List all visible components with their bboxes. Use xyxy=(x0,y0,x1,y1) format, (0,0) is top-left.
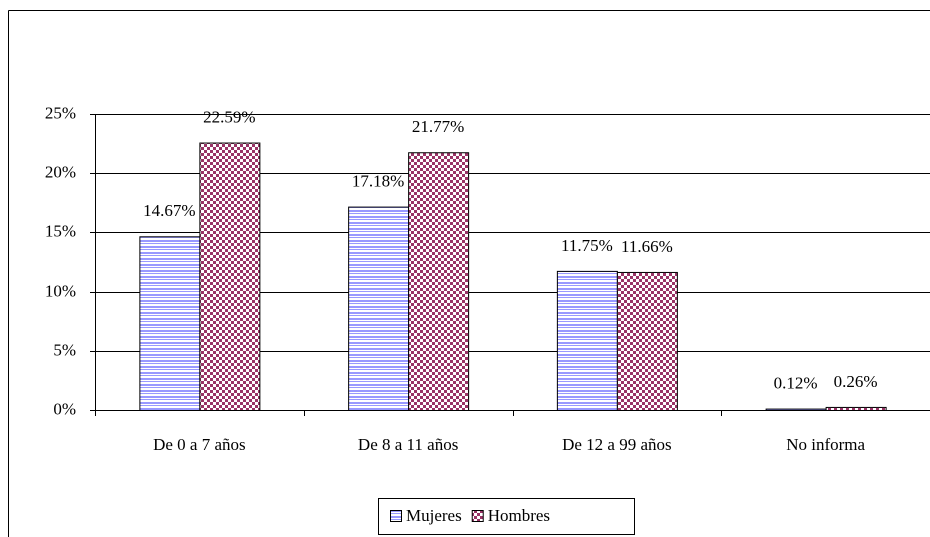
data-label: 0.12% xyxy=(774,373,818,392)
bar xyxy=(408,152,470,411)
data-label: 17.18% xyxy=(352,171,404,190)
bar xyxy=(765,408,827,411)
x-tick-label: De 0 a 7 años xyxy=(153,435,246,454)
y-tick-label: 20% xyxy=(45,162,76,181)
legend-label: Mujeres xyxy=(406,506,462,525)
data-label: 11.75% xyxy=(561,236,613,255)
legend-swatch xyxy=(390,510,402,522)
bar xyxy=(556,270,618,411)
legend-label: Hombres xyxy=(488,506,550,525)
bar xyxy=(825,406,887,412)
x-tick-label: De 8 a 11 años xyxy=(358,435,458,454)
x-tick-label: No informa xyxy=(786,435,865,454)
data-label: 11.66% xyxy=(621,237,673,256)
data-label: 14.67% xyxy=(143,201,195,220)
y-tick-label: 5% xyxy=(53,340,76,359)
legend-box xyxy=(378,498,635,535)
data-label: 22.59% xyxy=(203,107,255,126)
bar xyxy=(199,142,261,411)
bar xyxy=(139,236,201,411)
y-tick-label: 25% xyxy=(45,103,76,122)
y-tick-label: 10% xyxy=(45,281,76,300)
bar xyxy=(348,206,410,411)
y-tick-label: 0% xyxy=(53,399,76,418)
data-label: 21.77% xyxy=(412,117,464,136)
data-label: 0.26% xyxy=(834,372,878,391)
y-tick-label: 15% xyxy=(45,221,76,240)
x-tick-label: De 12 a 99 años xyxy=(562,435,672,454)
legend-swatch xyxy=(471,510,484,522)
bar xyxy=(616,271,678,411)
